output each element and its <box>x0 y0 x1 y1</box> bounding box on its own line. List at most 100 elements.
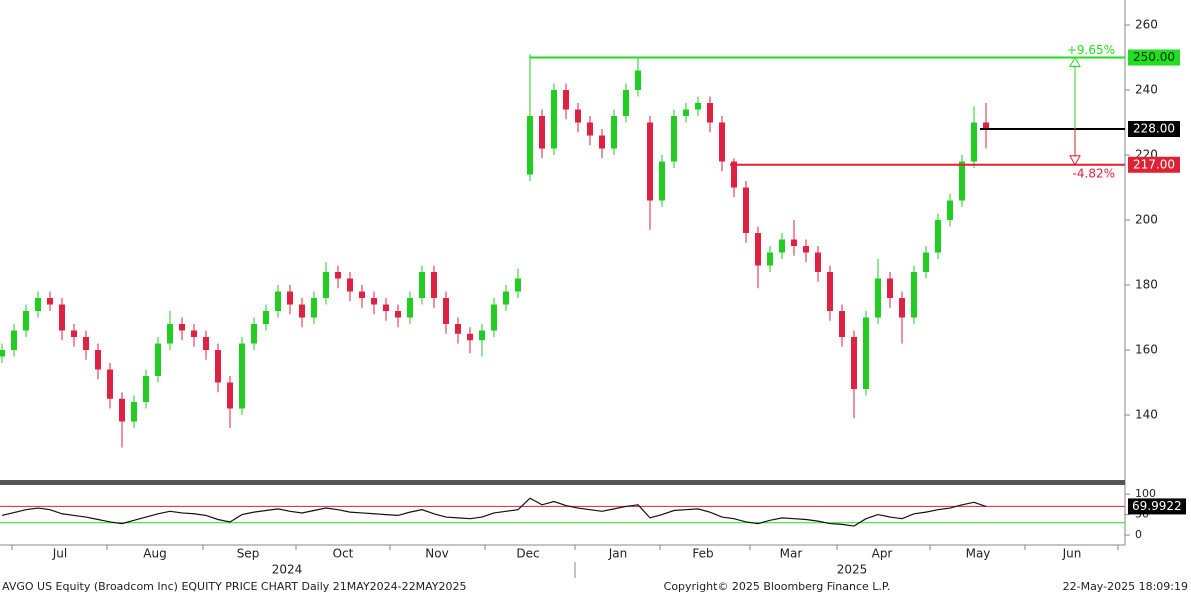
candle-body <box>35 298 41 312</box>
candle-body <box>335 272 341 279</box>
candle-body <box>575 109 581 123</box>
candle-body <box>983 122 989 130</box>
candle-body <box>83 337 89 351</box>
candle-body <box>131 402 137 422</box>
year-label: 2025 <box>837 563 868 577</box>
candle-body <box>791 239 797 247</box>
candle-body <box>227 382 233 409</box>
candle-body <box>71 330 77 338</box>
candle-body <box>611 116 617 149</box>
candle-body <box>179 324 185 331</box>
y-tick-label: 160 <box>1135 343 1158 357</box>
candle-body <box>323 272 329 299</box>
candle-body <box>311 298 317 318</box>
candle-body <box>719 122 725 162</box>
change-arrowhead <box>1069 56 1081 68</box>
candle-body <box>551 90 557 149</box>
candle-body <box>239 343 245 409</box>
rsi-line <box>1 497 987 527</box>
candle-body <box>743 187 749 234</box>
candle-body <box>683 109 689 117</box>
candle-body <box>899 298 905 318</box>
candle-body <box>755 233 761 266</box>
level-change: +9.65% <box>1067 43 1115 57</box>
candle-body <box>95 350 101 370</box>
month-label: Oct <box>333 547 354 561</box>
month-label: Apr <box>872 547 893 561</box>
rsi-tick-label: 0 <box>1135 528 1142 541</box>
candle-body <box>839 311 845 338</box>
rsi-tag-label: 69.9922 <box>1132 499 1182 513</box>
candle-body <box>695 103 701 110</box>
candle-body <box>779 239 785 253</box>
candle-body <box>119 398 125 422</box>
candle-body <box>671 116 677 162</box>
candle-body <box>875 278 881 318</box>
candle-body <box>383 304 389 312</box>
candle-body <box>419 272 425 299</box>
rsi-tick-label: 100 <box>1135 487 1156 500</box>
candle-body <box>971 122 977 162</box>
candle-body <box>803 246 809 253</box>
candle-body <box>479 330 485 341</box>
candle-body <box>11 330 17 351</box>
candle-body <box>827 272 833 312</box>
candle-body <box>107 369 113 399</box>
candle-body <box>275 291 281 312</box>
candle-body <box>731 161 737 188</box>
month-label: Feb <box>692 547 713 561</box>
rsi-tag <box>1128 498 1186 515</box>
month-label: Nov <box>425 547 448 561</box>
candle-body <box>563 90 569 110</box>
change-arrowhead <box>1069 155 1081 166</box>
candle-body <box>299 304 305 318</box>
month-label: Jul <box>52 547 67 561</box>
candle-body <box>455 324 461 334</box>
candle-body <box>143 376 149 403</box>
candle-body <box>0 350 5 357</box>
candle-body <box>863 317 869 390</box>
candle-body <box>251 324 257 344</box>
month-label: Mar <box>780 547 803 561</box>
level-tag <box>1128 121 1180 138</box>
level-tag <box>1128 49 1180 66</box>
level-tag-label: 217.00 <box>1133 157 1175 171</box>
candle-body <box>47 298 53 305</box>
candle-body <box>491 304 497 331</box>
candle-body <box>503 291 509 305</box>
month-label: May <box>966 547 991 561</box>
candle-body <box>167 324 173 344</box>
candle-body <box>923 252 929 273</box>
candle-body <box>539 116 545 149</box>
y-tick-label: 140 <box>1135 408 1158 422</box>
month-label: Jan <box>608 547 628 561</box>
level-tag-label: 228.00 <box>1133 122 1175 136</box>
candle-body <box>203 337 209 351</box>
month-label: Aug <box>143 547 166 561</box>
candle-body <box>371 298 377 305</box>
candle-body <box>263 311 269 325</box>
candle-body <box>395 311 401 318</box>
candle-body <box>767 252 773 266</box>
level-tag-label: 250.00 <box>1133 50 1175 64</box>
y-tick-label: 180 <box>1135 278 1158 292</box>
candle-body <box>959 161 965 201</box>
candle-body <box>431 272 437 299</box>
candle-body <box>935 220 941 253</box>
copyright: Copyright© 2025 Bloomberg Finance L.P. <box>664 580 891 593</box>
candle-body <box>887 278 893 299</box>
candle-body <box>287 291 293 305</box>
candle-body <box>707 103 713 123</box>
level-tag <box>1128 156 1180 173</box>
candle-body <box>623 90 629 117</box>
candle-body <box>587 122 593 136</box>
candle-body <box>659 161 665 201</box>
candle-body <box>599 135 605 149</box>
y-tick-label: 260 <box>1135 18 1158 32</box>
y-tick-label: 240 <box>1135 83 1158 97</box>
candle-body <box>59 304 65 331</box>
footer-title: AVGO US Equity (Broadcom Inc) EQUITY PRI… <box>2 580 467 593</box>
candle-body <box>215 350 221 383</box>
